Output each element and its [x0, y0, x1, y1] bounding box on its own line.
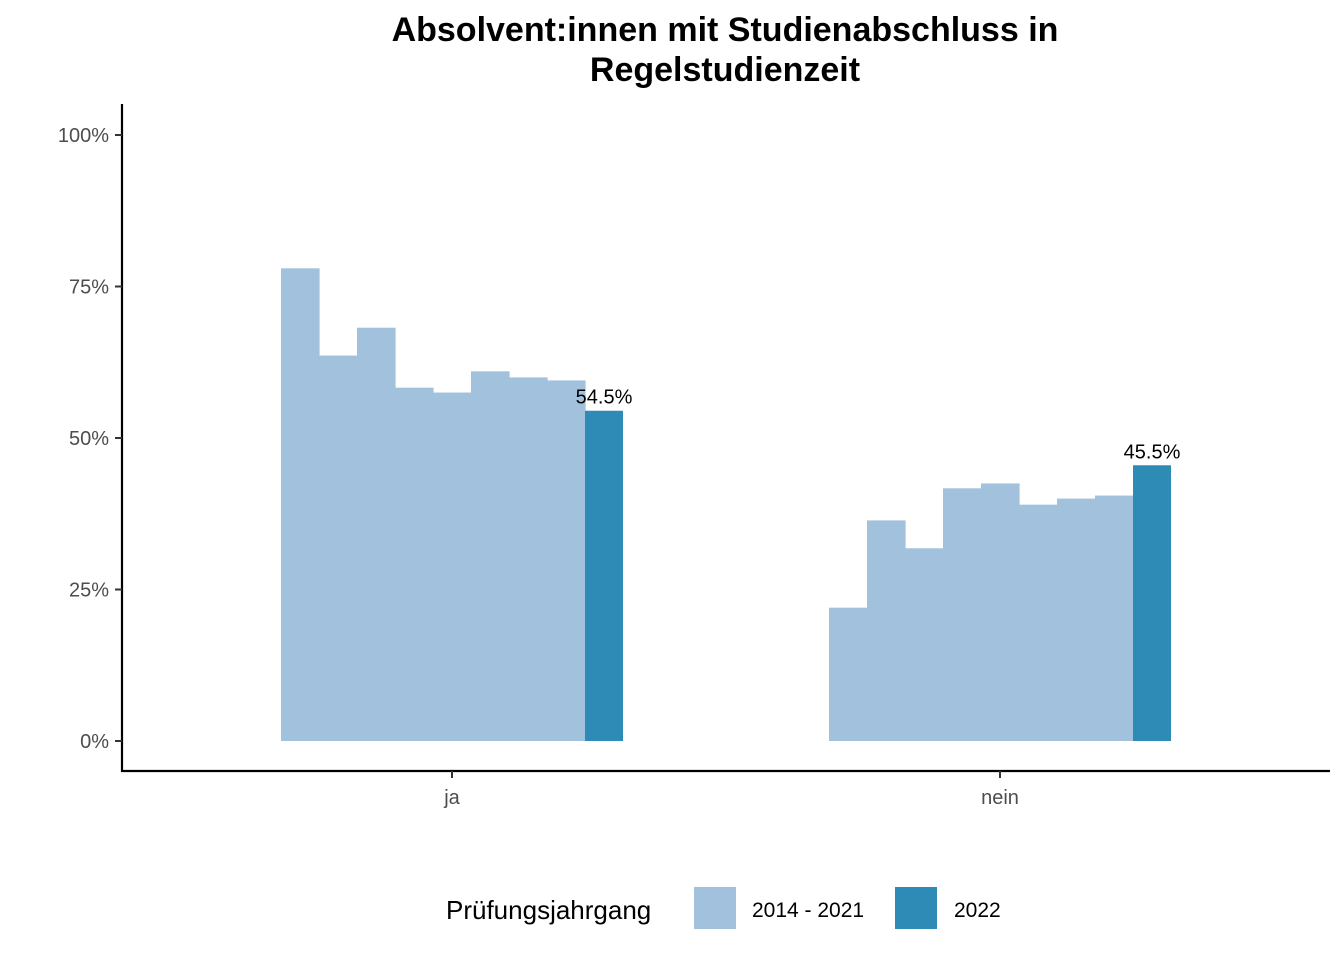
data-label-nein: 45.5% [1124, 441, 1181, 463]
bar-nein-2019 [1019, 504, 1058, 741]
legend-title: Prüfungsjahrgang [446, 895, 651, 925]
x-tick-label-nein: nein [981, 787, 1019, 809]
y-tick-label: 0% [80, 731, 109, 753]
bar-ja-2020 [509, 377, 548, 741]
bar-ja-2014 [281, 268, 320, 741]
x-tick-label-ja: ja [443, 787, 460, 809]
y-tick-label: 75% [69, 277, 109, 299]
bar-nein-2014 [829, 607, 868, 741]
y-tick-label: 25% [69, 580, 109, 602]
chart-title-line-2: Regelstudienzeit [590, 51, 860, 89]
bar-nein-2016 [905, 548, 944, 741]
bar-ja-2022 [585, 410, 623, 741]
bar-ja-2018 [433, 392, 472, 741]
bar-nein-2015 [867, 520, 906, 741]
bar-ja-2016 [357, 327, 396, 741]
bar-nein-2018 [981, 483, 1020, 741]
bar-nein-2017 [943, 488, 982, 741]
bar-nein-2021 [1095, 495, 1134, 741]
y-tick-label: 50% [69, 428, 109, 450]
legend-swatch-2014-2021 [694, 887, 736, 929]
legend-label-2014-2021: 2014 - 2021 [752, 899, 864, 922]
chart-title-line-1: Absolvent:innen mit Studienabschluss in [392, 11, 1059, 49]
legend-swatch-2022 [895, 887, 937, 929]
y-tick-label: 100% [58, 125, 109, 147]
legend: Prüfungsjahrgang 2014 - 2021 2022 [446, 887, 1001, 929]
bar-ja-2017 [395, 387, 434, 741]
plot-area: 54.5% 45.5% 0% 25% 50% 75% 100% ja nein [58, 104, 1330, 809]
legend-label-2022: 2022 [954, 899, 1001, 922]
bar-ja-2019 [471, 371, 510, 741]
chart-title: Absolvent:innen mit Studienabschluss in … [392, 11, 1059, 89]
data-label-ja: 54.5% [576, 387, 633, 409]
bar-nein-2020 [1057, 498, 1096, 741]
bar-ja-2021 [547, 380, 586, 741]
bar-nein-2022 [1133, 465, 1171, 741]
bar-ja-2015 [319, 355, 358, 741]
